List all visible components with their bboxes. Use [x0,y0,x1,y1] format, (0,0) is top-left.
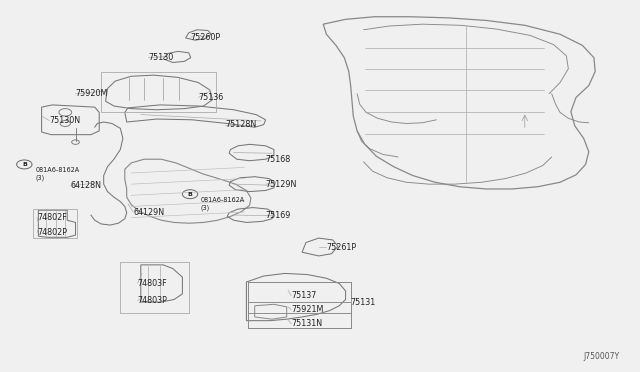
Text: 64129N: 64129N [133,208,164,217]
Text: 64128N: 64128N [70,182,101,190]
Text: 75130: 75130 [148,53,173,62]
Text: 081A6-8162A
(3): 081A6-8162A (3) [35,167,79,181]
Text: 74802P: 74802P [37,228,67,237]
Text: 75137: 75137 [291,291,317,300]
Text: J750007Y: J750007Y [584,352,620,361]
Text: 75921M: 75921M [291,305,324,314]
Text: 74802F: 74802F [37,213,67,222]
Text: 75261P: 75261P [326,243,356,252]
Text: 75129N: 75129N [266,180,297,189]
Text: 75260P: 75260P [191,33,221,42]
Text: 74803P: 74803P [138,296,168,305]
Text: 75168: 75168 [266,155,291,164]
Text: 75131: 75131 [351,298,376,307]
Text: 75136: 75136 [198,93,223,102]
Text: B: B [188,192,193,197]
Text: 74803F: 74803F [138,279,167,288]
Bar [33,209,77,238]
Bar [120,262,189,313]
Text: B: B [22,162,27,167]
Text: 75131N: 75131N [291,319,323,328]
Text: 75130N: 75130N [49,116,81,125]
Text: 75920M: 75920M [76,89,108,98]
Text: 081A6-8162A
(3): 081A6-8162A (3) [201,197,245,211]
Bar [101,72,216,112]
Text: 75169: 75169 [266,211,291,220]
Text: 75128N: 75128N [225,120,257,129]
